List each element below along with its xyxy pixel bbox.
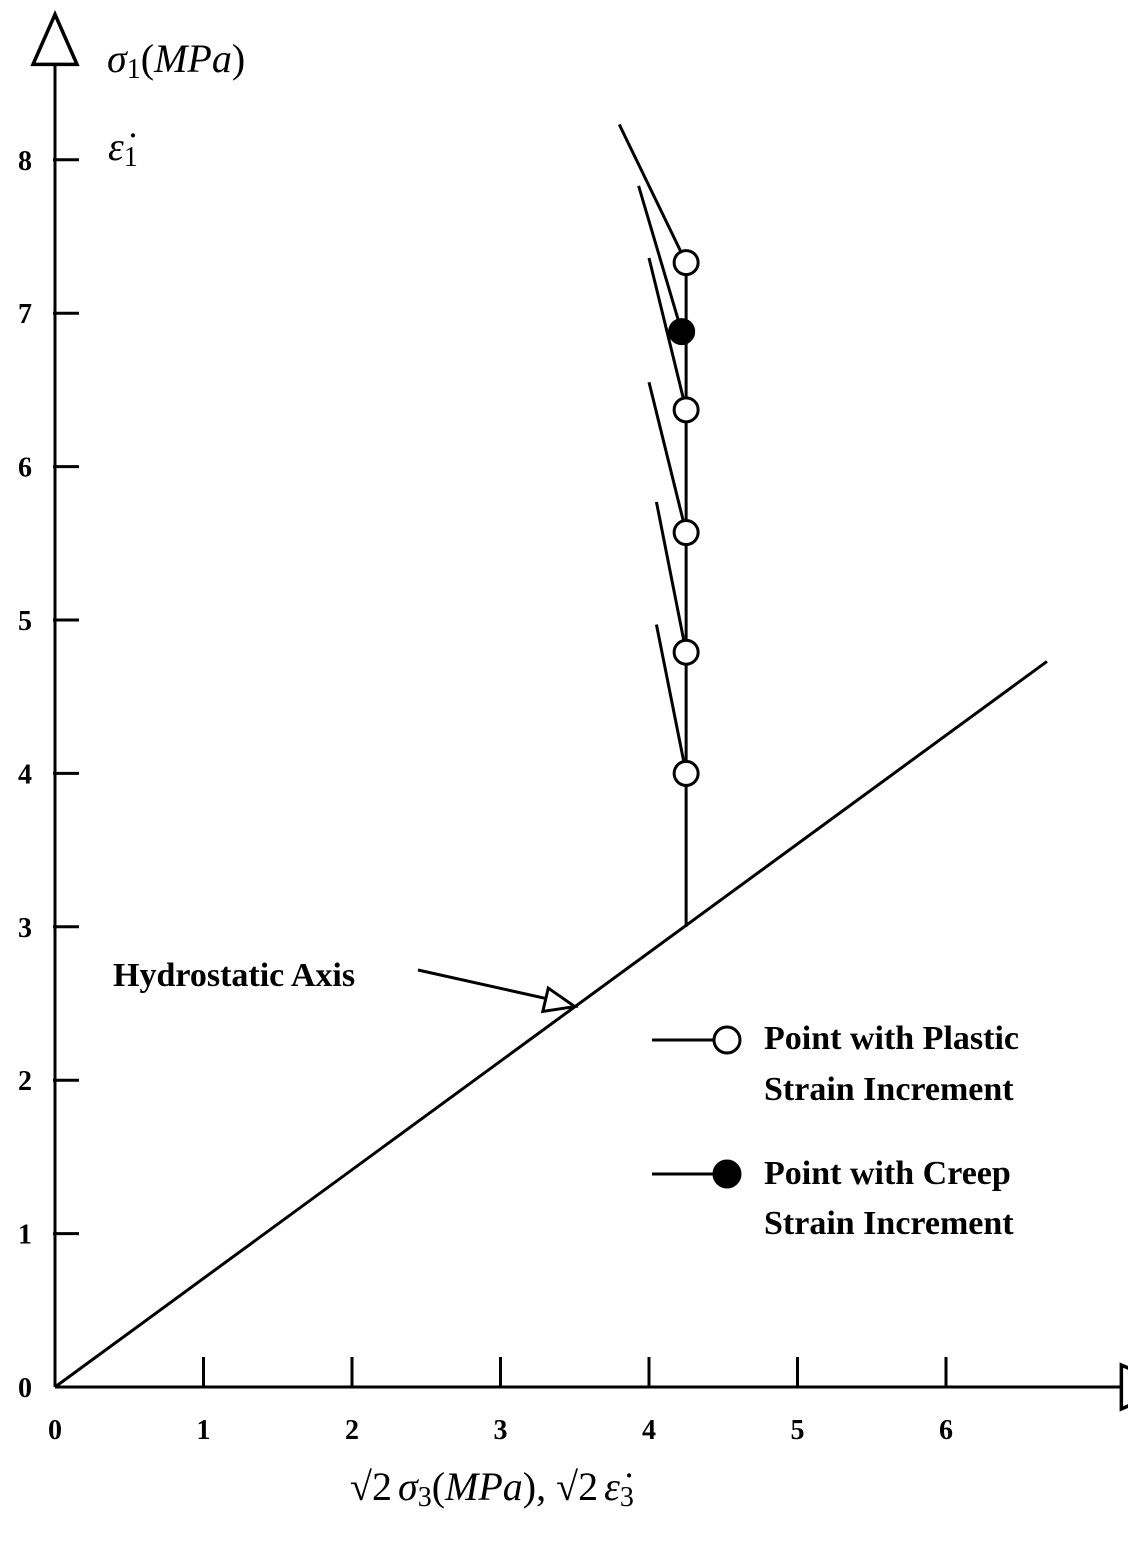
y-axis-title: σ1(MPa)	[107, 36, 245, 85]
x-tick-label: 6	[939, 1415, 953, 1446]
legend-creep-line2: Strain Increment	[764, 1205, 1014, 1242]
x-axis-title: √2 σ3(MPa), √2 ε̇3	[350, 1464, 634, 1513]
x-tick-label: 0	[48, 1415, 62, 1446]
axes	[30, 10, 1128, 1412]
plastic-strain-increment-line	[647, 257, 688, 411]
legend-plastic-marker	[712, 1025, 742, 1055]
plot-marks	[54, 123, 1048, 1389]
y-tick-label: 1	[18, 1220, 32, 1251]
plastic-point	[672, 638, 700, 666]
x-tick-label: 4	[642, 1415, 656, 1446]
y-tick-label: 5	[18, 606, 32, 637]
y-tick-label: 4	[18, 759, 32, 790]
hydrostatic-axis-label: Hydrostatic Axis	[113, 957, 355, 994]
creep-point	[668, 318, 696, 346]
y-tick-label: 7	[18, 299, 32, 330]
plastic-point	[672, 396, 700, 424]
plastic-strain-increment-line	[654, 624, 688, 774]
hydrostatic-annotation-arrowhead	[540, 985, 579, 1014]
plastic-strain-increment-line	[654, 501, 688, 653]
legend-plastic-line1: Point with Plastic	[764, 1020, 1019, 1057]
creep-strain-increment-line	[637, 185, 684, 333]
x-tick-label: 5	[791, 1415, 805, 1446]
legend-plastic-line2: Strain Increment	[764, 1071, 1014, 1108]
x-tick-label: 2	[345, 1415, 359, 1446]
y-tick-label: 2	[18, 1066, 32, 1097]
plastic-strain-increment-line	[617, 123, 688, 264]
tick-labels: 0 1 2 3 4 5 6 7 8 0 1 2 3 4 5 6	[18, 146, 953, 1446]
y-tick-label: 3	[18, 913, 32, 944]
legend-creep-line1: Point with Creep	[764, 1155, 1011, 1192]
legend-creep-marker	[712, 1159, 742, 1189]
y-tick-label: 8	[18, 146, 32, 177]
x-axis-arrowhead	[1119, 1362, 1128, 1412]
hydrostatic-axis-line	[54, 660, 1048, 1389]
y-tick-label: 6	[18, 453, 32, 484]
y-tick-label: 0	[18, 1373, 32, 1404]
hydrostatic-annotation-arrow	[417, 968, 570, 1006]
plastic-strain-increment-line	[647, 381, 688, 533]
y-axis-rate-label: ε̇1	[108, 124, 138, 173]
x-tick-label: 3	[494, 1415, 508, 1446]
plastic-point	[672, 759, 700, 787]
plastic-point	[672, 519, 700, 547]
plastic-point	[672, 249, 700, 277]
legend: Point with Plastic Strain Increment Poin…	[652, 1020, 1019, 1242]
y-axis-arrowhead	[30, 10, 80, 67]
x-tick-label: 1	[197, 1415, 211, 1446]
